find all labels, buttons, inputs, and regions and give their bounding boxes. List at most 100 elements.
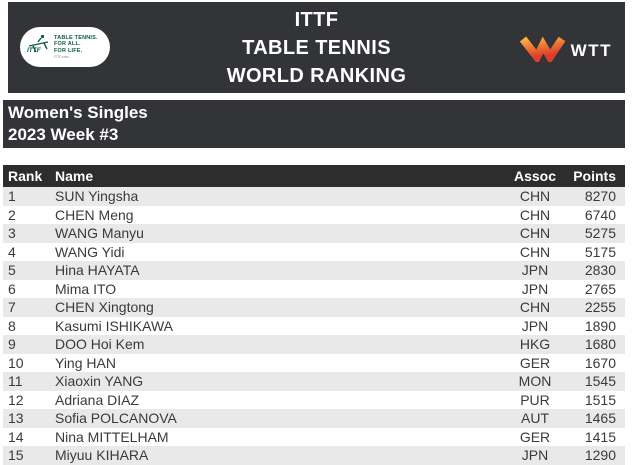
points-cell: 2765 — [584, 280, 616, 297]
name-cell: WANG Yidi — [55, 243, 125, 260]
points-cell: 1515 — [584, 391, 616, 408]
assoc-cell: MON — [518, 373, 552, 390]
table-row: 5 Hina HAYATA JPN 2830 — [3, 261, 625, 280]
points-cell: 2255 — [584, 299, 616, 316]
assoc-cell: JPN — [521, 262, 549, 279]
ittf-site-label: ITTF.com — [54, 55, 69, 60]
rank-cell: 5 — [8, 262, 16, 279]
page-title: ITTF TABLE TENNIS WORLD RANKING — [227, 6, 407, 90]
name-cell: Nina MITTELHAM — [55, 428, 169, 445]
rank-cell: 3 — [8, 225, 16, 242]
name-cell: Xiaoxin YANG — [55, 373, 144, 390]
column-header-name: Name — [55, 168, 94, 184]
header-banner: ITTF TABLE TENNIS. FOR ALL. FOR LIFE. IT… — [8, 2, 625, 93]
points-cell: 1415 — [584, 428, 616, 445]
name-cell: Sofia POLCANOVA — [55, 410, 177, 427]
table-row: 8 Kasumi ISHIKAWA JPN 1890 — [3, 316, 625, 335]
table-row: 6 Mima ITO JPN 2765 — [3, 279, 625, 298]
table-row: 14 Nina MITTELHAM GER 1415 — [3, 427, 625, 446]
name-cell: Miyuu KIHARA — [55, 447, 149, 464]
name-cell: WANG Manyu — [55, 225, 144, 242]
points-cell: 1290 — [584, 447, 616, 464]
assoc-cell: CHN — [519, 243, 551, 260]
ittf-slogan-line3: FOR LIFE. — [54, 47, 83, 54]
table-row: 12 Adriana DIAZ PUR 1515 — [3, 390, 625, 409]
title-line-1: ITTF — [294, 8, 339, 31]
name-cell: CHEN Xingtong — [55, 299, 154, 316]
rank-cell: 4 — [8, 243, 16, 260]
table-row: 11 Xiaoxin YANG MON 1545 — [3, 372, 625, 391]
week-label: 2023 Week #3 — [8, 125, 119, 144]
ittf-logo: ITTF TABLE TENNIS. FOR ALL. FOR LIFE. IT… — [20, 27, 110, 67]
table-header-row: Rank Name Assoc Points — [3, 165, 625, 187]
column-header-rank: Rank — [8, 168, 43, 184]
name-cell: CHEN Meng — [55, 206, 134, 223]
table-body: 1 SUN Yingsha CHN 8270 2 CHEN Meng CHN 6… — [3, 187, 625, 465]
assoc-cell: JPN — [521, 447, 549, 464]
rank-cell: 13 — [8, 410, 24, 427]
wtt-w-icon — [519, 34, 566, 67]
title-line-2: TABLE TENNIS — [242, 36, 391, 59]
ittf-slogan: TABLE TENNIS. FOR ALL. FOR LIFE. ITTF.co… — [54, 35, 98, 60]
name-cell: Hina HAYATA — [55, 262, 140, 279]
title-line-3: WORLD RANKING — [226, 64, 407, 87]
name-cell: DOO Hoi Kem — [55, 336, 145, 353]
points-cell: 2830 — [584, 262, 616, 279]
table-row: 9 DOO Hoi Kem HKG 1680 — [3, 335, 625, 354]
table-row: 15 Miyuu KIHARA JPN 1290 — [3, 446, 625, 465]
assoc-cell: AUT — [521, 410, 549, 427]
points-cell: 5175 — [584, 243, 616, 260]
ranking-table: Rank Name Assoc Points 1 SUN Yingsha CHN… — [3, 165, 625, 465]
points-cell: 1890 — [584, 317, 616, 334]
assoc-cell: JPN — [521, 317, 549, 334]
rank-cell: 15 — [8, 447, 24, 464]
rank-cell: 11 — [8, 373, 23, 390]
assoc-cell: CHN — [519, 225, 551, 242]
name-cell: Mima ITO — [55, 280, 117, 297]
ittf-table-icon: ITTF — [26, 33, 52, 62]
points-cell: 1670 — [584, 354, 616, 371]
rank-cell: 14 — [8, 428, 24, 445]
table-row: 10 Ying HAN GER 1670 — [3, 353, 625, 372]
assoc-cell: CHN — [519, 206, 551, 223]
rank-cell: 2 — [8, 206, 16, 223]
ittf-mark-text: ITTF — [27, 47, 42, 54]
table-row: 13 Sofia POLCANOVA AUT 1465 — [3, 409, 625, 428]
name-cell: SUN Yingsha — [55, 188, 139, 205]
name-cell: Kasumi ISHIKAWA — [55, 317, 173, 334]
assoc-cell: PUR — [520, 391, 550, 408]
rank-cell: 7 — [8, 299, 16, 316]
assoc-cell: CHN — [519, 188, 551, 205]
category-bar: Women's Singles 2023 Week #3 — [3, 100, 625, 148]
rank-cell: 1 — [8, 188, 16, 205]
assoc-cell: CHN — [519, 299, 551, 316]
table-row: 4 WANG Yidi CHN 5175 — [3, 242, 625, 261]
table-row: 2 CHEN Meng CHN 6740 — [3, 205, 625, 224]
name-cell: Adriana DIAZ — [55, 391, 140, 408]
points-cell: 8270 — [584, 188, 616, 205]
points-cell: 1465 — [584, 410, 616, 427]
points-cell: 1545 — [584, 373, 616, 390]
ittf-slogan-line1: TABLE TENNIS. — [54, 34, 98, 41]
ittf-slogan-line2: FOR ALL. — [54, 41, 81, 48]
table-row: 3 WANG Manyu CHN 5275 — [3, 224, 625, 243]
points-cell: 1680 — [584, 336, 616, 353]
rank-cell: 6 — [8, 280, 16, 297]
assoc-cell: GER — [519, 354, 551, 371]
name-cell: Ying HAN — [55, 354, 116, 371]
rank-cell: 10 — [8, 354, 24, 371]
rank-cell: 9 — [8, 336, 16, 353]
rank-cell: 12 — [8, 391, 24, 408]
table-row: 7 CHEN Xingtong CHN 2255 — [3, 298, 625, 317]
table-row: 1 SUN Yingsha CHN 8270 — [3, 187, 625, 206]
assoc-cell: HKG — [519, 336, 551, 353]
wtt-text: WTT — [570, 40, 612, 60]
column-header-points: Points — [573, 168, 616, 184]
points-cell: 6740 — [584, 206, 616, 223]
assoc-cell: JPN — [521, 280, 549, 297]
column-header-assoc: Assoc — [513, 168, 557, 184]
wtt-logo: WTT — [519, 34, 612, 67]
rank-cell: 8 — [8, 317, 16, 334]
points-cell: 5275 — [584, 225, 616, 242]
